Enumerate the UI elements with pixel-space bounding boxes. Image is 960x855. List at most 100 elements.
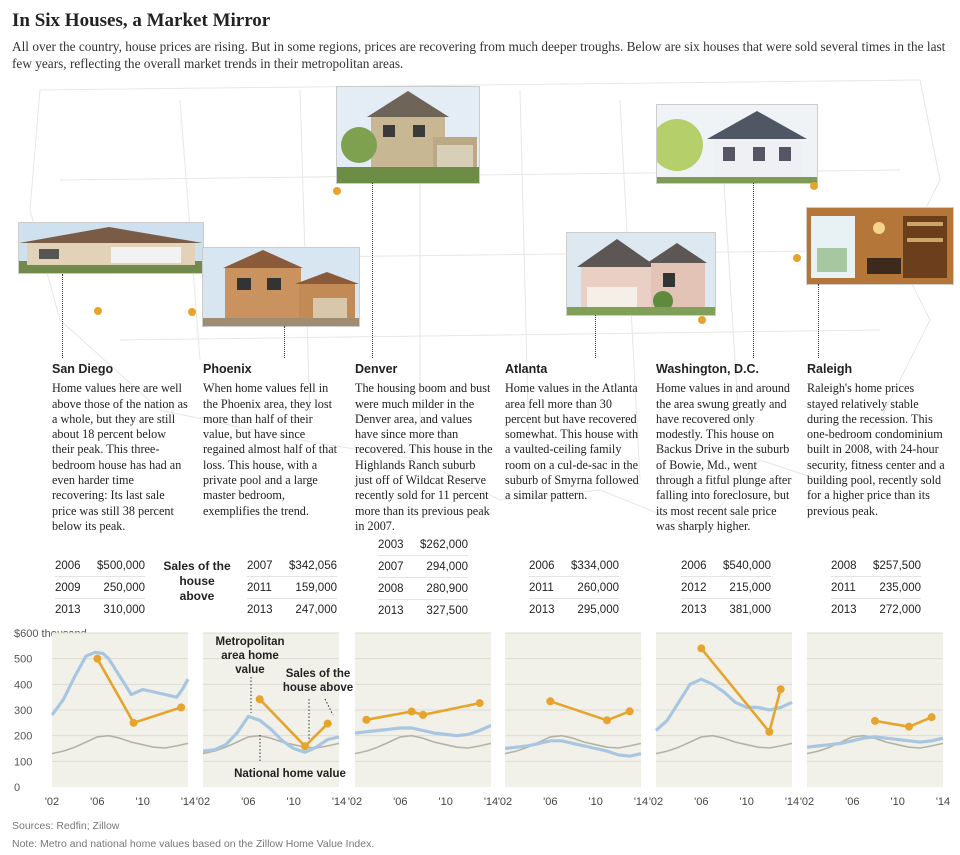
house-sale-point bbox=[625, 707, 634, 716]
sales-row: 2003 $262,000 bbox=[378, 538, 468, 551]
sales-row: 2011 235,000 bbox=[831, 576, 921, 598]
city-name: Phoenix bbox=[203, 362, 252, 376]
x-tick-label: '06 bbox=[90, 796, 104, 808]
washington-leader-line bbox=[753, 183, 754, 358]
house-sale-point bbox=[301, 742, 309, 751]
sales-row: 2006 $540,000 bbox=[681, 559, 771, 572]
note-line: Note: Metro and national home values bas… bbox=[12, 838, 375, 850]
city-name: San Diego bbox=[52, 362, 114, 376]
x-tick-label: '06 bbox=[241, 796, 255, 808]
phoenix-map-pin bbox=[188, 308, 196, 316]
washington-map-pin bbox=[810, 182, 818, 190]
sales-table-washington: 2006 $540,000 2012 215,000 2013 381,000 bbox=[681, 555, 771, 620]
city-name: Raleigh bbox=[807, 362, 853, 376]
house-sale-point bbox=[603, 716, 611, 725]
house-sale-point bbox=[419, 710, 427, 719]
raleigh-condo-photo bbox=[806, 207, 954, 285]
city-description: The housing boom and bust were much mild… bbox=[355, 381, 493, 533]
x-tick-label: '02 bbox=[196, 796, 210, 808]
metro-value-line bbox=[354, 723, 492, 738]
y-tick-label: 500 bbox=[14, 654, 32, 666]
city-column-denver: Denver The housing boom and bust were mu… bbox=[355, 362, 493, 534]
city-column-raleigh: Raleigh Raleigh's home prices stayed rel… bbox=[807, 362, 945, 519]
headline: In Six Houses, a Market Mirror bbox=[12, 10, 271, 31]
house-sale-point bbox=[255, 695, 264, 704]
annotation-sales: house above bbox=[283, 682, 353, 694]
sales-table-raleigh: 2008 $257,500 2011 235,000 2013 272,000 bbox=[831, 555, 921, 620]
x-tick-label: '14 bbox=[936, 796, 950, 808]
sales-table-phoenix: 2007 $342,056 2011 159,000 2013 247,000 bbox=[247, 555, 337, 620]
source-line: Sources: Redfin; Zillow bbox=[12, 820, 120, 832]
x-tick-label: '06 bbox=[845, 796, 859, 808]
x-tick-label: '02 bbox=[498, 796, 512, 808]
x-tick-label: '10 bbox=[135, 796, 149, 808]
city-name: Washington, D.C. bbox=[656, 362, 759, 376]
dek: All over the country, house prices are r… bbox=[12, 39, 946, 71]
national-value-line bbox=[655, 734, 793, 755]
house-sale-point bbox=[871, 716, 879, 725]
house-sale-point bbox=[927, 713, 936, 722]
y-tick-label: 300 bbox=[14, 705, 32, 717]
sales-table-denver: 2003 $262,000 2007 294,000 2008 280,900 201… bbox=[378, 534, 468, 621]
metro-value-line bbox=[654, 677, 793, 732]
sales-table-san-diego: 2006 $500,000 2009 250,000 2013 310,000 bbox=[55, 555, 145, 620]
sales-row: 2008 $257,500 bbox=[831, 559, 921, 572]
sales-row: 2008 280,900 bbox=[378, 577, 468, 599]
x-tick-label: '06 bbox=[543, 796, 557, 808]
national-value-line bbox=[354, 734, 492, 755]
sales-row: 2013 327,500 bbox=[378, 599, 468, 621]
san-diego-map-pin bbox=[94, 307, 102, 315]
x-tick-label: '14 bbox=[484, 796, 498, 808]
sales-row: 2013 272,000 bbox=[831, 598, 921, 620]
annotation-leader bbox=[324, 698, 334, 716]
x-tick-label: '14 bbox=[332, 796, 346, 808]
house-sales-line bbox=[366, 701, 480, 722]
denver-map-pin bbox=[333, 187, 341, 195]
national-value-line bbox=[51, 734, 189, 755]
city-name: Denver bbox=[355, 362, 398, 376]
sales-row: 2007 $342,056 bbox=[247, 559, 337, 572]
sales-row: 2006 $500,000 bbox=[55, 559, 145, 572]
house-sale-point bbox=[177, 703, 186, 712]
metro-value-line bbox=[504, 739, 642, 758]
house-sale-point bbox=[362, 715, 371, 724]
city-description: When home values fell in the Phoenix are… bbox=[203, 381, 338, 518]
y-tick-label: 400 bbox=[14, 679, 32, 691]
sales-row: 2009 250,000 bbox=[55, 576, 145, 598]
city-column-san-diego: San Diego Home values here are well abov… bbox=[52, 362, 190, 534]
denver-leader-line bbox=[372, 183, 373, 358]
city-description: Home values here are well above those of… bbox=[52, 381, 188, 533]
city-column-washington: Washington, D.C. Home values in and arou… bbox=[656, 362, 794, 534]
x-tick-label: '14 bbox=[785, 796, 799, 808]
san-diego-house-photo bbox=[18, 222, 204, 274]
sales-row: 2013 295,000 bbox=[529, 598, 619, 620]
house-sale-point bbox=[129, 718, 138, 727]
x-tick-label: '10 bbox=[588, 796, 602, 808]
sales-table-atlanta: 2006 $334,000 2011 260,000 2013 295,000 bbox=[529, 555, 619, 620]
city-description: Home values in and around the area swung… bbox=[656, 381, 792, 533]
x-tick-label: '10 bbox=[739, 796, 753, 808]
denver-house-photo bbox=[336, 86, 480, 184]
metro-value-line bbox=[50, 650, 190, 717]
house-sale-point bbox=[323, 719, 332, 728]
atlanta-house-photo bbox=[566, 232, 716, 316]
house-sale-point bbox=[765, 727, 774, 736]
atlanta-leader-line bbox=[595, 315, 596, 358]
san-diego-leader-line bbox=[62, 274, 63, 358]
city-column-atlanta: Atlanta Home values in the Atlanta area … bbox=[505, 362, 643, 504]
raleigh-leader-line bbox=[818, 284, 819, 358]
atlanta-map-pin bbox=[698, 316, 706, 324]
y-tick-label: 200 bbox=[14, 731, 32, 743]
sales-row: 2013 247,000 bbox=[247, 598, 337, 620]
x-tick-label: '02 bbox=[800, 796, 814, 808]
sales-row: 2006 $334,000 bbox=[529, 559, 619, 572]
x-tick-label: '06 bbox=[393, 796, 407, 808]
house-sale-point bbox=[905, 722, 913, 731]
y-tick-label: 100 bbox=[14, 756, 32, 768]
x-tick-label: '06 bbox=[694, 796, 708, 808]
house-sale-point bbox=[776, 685, 785, 694]
sales-table-label: Sales of the house above bbox=[163, 559, 231, 603]
washington-house-photo bbox=[656, 104, 818, 184]
x-tick-label: '10 bbox=[286, 796, 300, 808]
